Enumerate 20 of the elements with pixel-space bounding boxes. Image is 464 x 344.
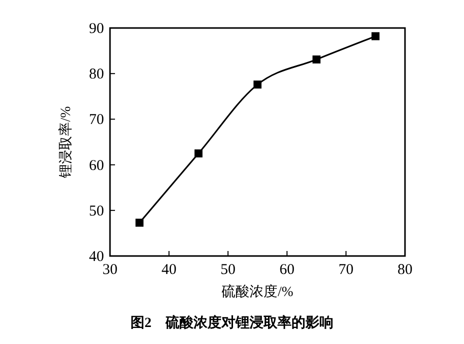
x-tick-label: 30 <box>102 262 118 278</box>
x-tick-label: 60 <box>280 262 294 278</box>
y-tick-label: 60 <box>89 158 104 174</box>
caption: 图2 硫酸浓度对锂浸取率的影响 <box>130 314 334 331</box>
point <box>136 218 144 227</box>
x-tick-label: 40 <box>162 262 176 278</box>
point <box>372 32 380 40</box>
y-tick-label: 90 <box>89 21 104 37</box>
y-axis-title: 锂浸取率/% <box>58 106 74 179</box>
x-tick-label: 50 <box>220 262 236 278</box>
x-axis-title: 硫酸浓度/% <box>222 284 294 300</box>
y-tick-label: 70 <box>89 112 104 128</box>
point <box>254 80 262 89</box>
x-tick-label: 70 <box>338 262 354 278</box>
y-tick-label: 80 <box>89 66 104 83</box>
point <box>312 55 320 64</box>
y-tick-label: 40 <box>89 249 104 265</box>
point <box>194 149 202 158</box>
x-tick-label: 80 <box>398 262 412 278</box>
y-tick-label: 50 <box>89 203 104 220</box>
